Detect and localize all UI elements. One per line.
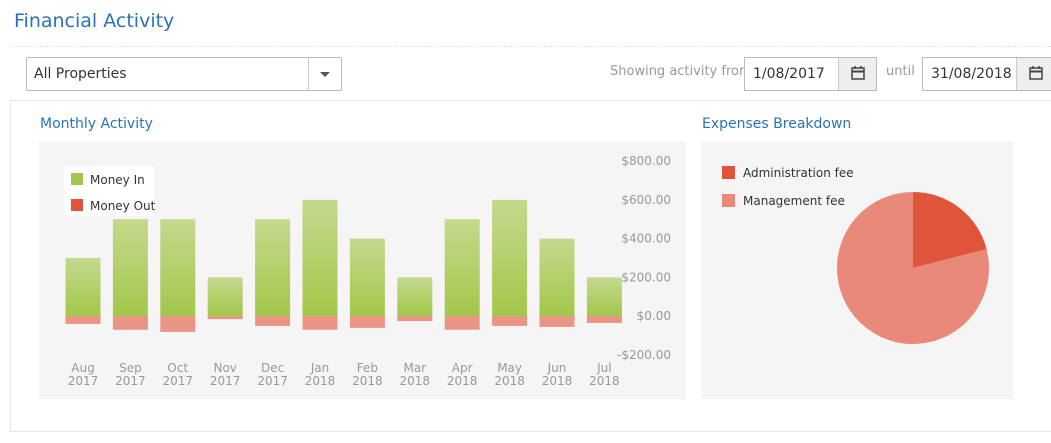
bar [65,316,101,324]
bar [539,316,575,327]
bar [160,219,196,317]
select-caret[interactable] [308,58,341,90]
legend-label: Management fee [743,194,845,208]
bar-chart: -$200.00 $0.00 $200.00 $400.00 $600.00 $800.0… [39,141,686,399]
legend-marker [71,173,83,185]
x-tick-label: Dec 2017 [257,361,288,388]
bar-chart-title: Monthly Activity [40,116,153,132]
calendar-button[interactable] [838,58,876,90]
pie-slice [837,192,989,344]
x-tick-label: Mar 2018 [399,361,431,388]
bar [492,199,528,317]
bar [302,316,338,330]
bar [397,277,433,317]
property-select[interactable]: All Properties [26,57,342,91]
y-tick-label: $400.00 [621,232,671,246]
select-value: All Properties [34,66,127,82]
y-tick-label: -$200.00 [617,348,671,362]
pie-slice [913,192,987,268]
bar [302,199,338,317]
legend-marker [71,199,83,211]
bar [207,316,243,320]
x-tick-label: Jun 2018 [541,361,573,388]
bar [397,316,433,322]
y-tick-label: $0.00 [637,309,671,323]
pie-chart-title: Expenses Breakdown [702,116,852,132]
legend-marker [722,166,735,179]
x-tick-label: May 2018 [494,361,525,388]
y-tick-label: $800.00 [621,154,671,168]
x-tick-label: Aug 2017 [67,361,99,388]
x-tick-label: Sep 2017 [115,361,146,388]
bar [65,258,101,317]
bar [112,219,148,317]
until-date-value: 31/08/2018 [931,66,1012,82]
y-tick-label: $600.00 [621,193,671,207]
x-tick-label: Apr 2018 [446,361,478,388]
bar [586,316,622,323]
legend-marker [722,194,735,207]
bar [160,316,196,332]
bar [349,316,385,328]
bar [207,277,243,317]
y-tick-label: $200.00 [621,270,671,284]
bar [539,238,575,317]
calendar-icon [851,66,865,80]
legend-label: Administration fee [743,166,854,180]
x-tick-label: Feb 2018 [352,361,383,388]
page-title: Financial Activity [14,10,175,32]
until-date[interactable]: 31/08/2018 [922,57,1051,91]
pie-chart: Administration fee Management fee [701,141,1013,399]
bar [255,316,291,326]
bar [255,219,291,317]
bar [444,316,480,330]
bar [349,238,385,317]
until-label: until [886,64,915,79]
bar [586,277,622,317]
legend-label: Money Out [90,199,156,213]
from-date[interactable]: 1/08/2017 [744,57,877,91]
from-label: Showing activity from [610,64,752,79]
divider [10,46,1051,47]
bar [444,219,480,317]
bar [112,316,148,330]
panel [10,100,1051,432]
calendar-icon [1029,66,1043,80]
x-tick-label: Jul 2018 [589,361,620,388]
legend-label: Money In [90,173,145,187]
bar [492,316,528,326]
x-tick-label: Jan 2018 [304,361,336,388]
caret-icon [320,72,330,77]
x-tick-label: Nov 2017 [209,361,241,388]
from-date-value: 1/08/2017 [753,66,825,82]
calendar-button[interactable] [1016,58,1051,90]
x-tick-label: Oct 2017 [162,361,194,388]
